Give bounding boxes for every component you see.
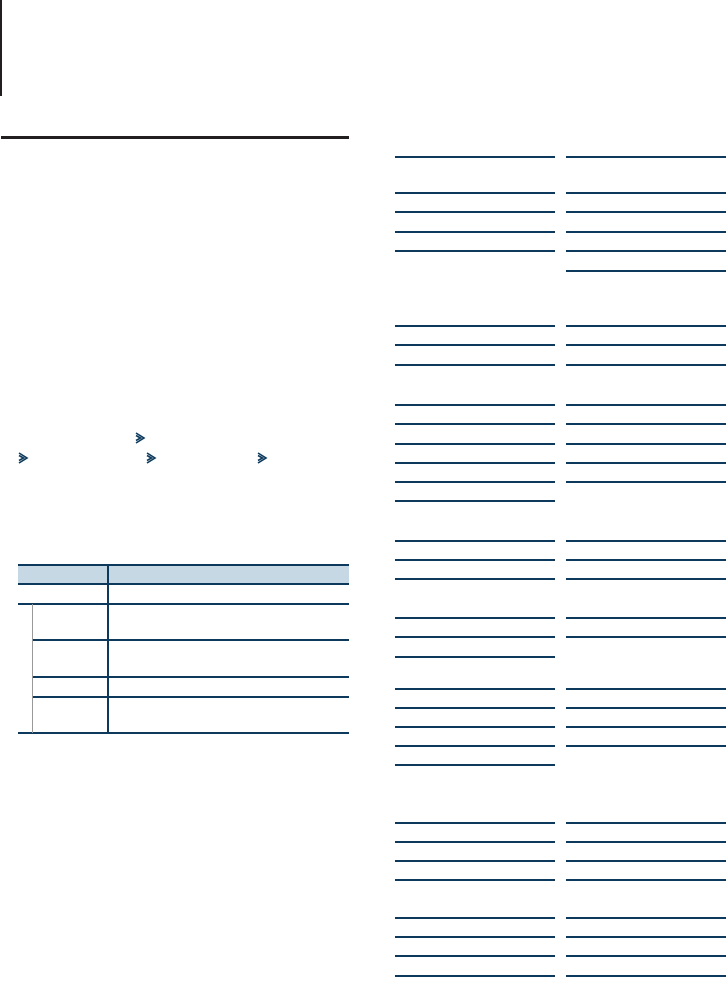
spec-row-rule <box>566 250 726 252</box>
spec-row-rule <box>395 917 555 919</box>
spec-row-rule <box>395 764 555 766</box>
spec-row-rule <box>395 936 555 938</box>
spec-row-rule <box>395 617 555 619</box>
spec-row-rule <box>566 688 726 690</box>
table-row-divider <box>32 696 349 698</box>
spec-row-rule <box>566 192 726 194</box>
spec-row-rule <box>566 917 726 919</box>
spec-row-rule <box>566 211 726 213</box>
spec-row-rule <box>566 726 726 728</box>
margin-bar <box>0 0 2 96</box>
spec-row-rule <box>395 636 555 638</box>
table-row-divider <box>32 639 349 641</box>
spec-row-rule <box>395 500 555 502</box>
spec-row-rule <box>566 578 726 580</box>
table-row-divider <box>18 583 349 585</box>
spec-row-rule <box>566 841 726 843</box>
spec-row-rule <box>395 656 555 658</box>
spec-row-rule <box>395 822 555 824</box>
spec-row-rule <box>395 250 555 252</box>
spec-row-rule <box>566 325 726 327</box>
spec-row-rule <box>395 726 555 728</box>
spec-row-rule <box>395 404 555 406</box>
spec-row-rule <box>395 364 555 366</box>
double-chevron-right-icon <box>257 452 268 464</box>
spec-row-rule <box>566 936 726 938</box>
spec-row-rule <box>566 404 726 406</box>
spec-row-rule <box>395 707 555 709</box>
spec-row-rule <box>395 423 555 425</box>
spec-row-rule <box>566 481 726 483</box>
spec-row-rule <box>566 443 726 445</box>
spec-row-rule <box>395 344 555 346</box>
spec-row-rule <box>566 707 726 709</box>
spec-row-rule <box>566 156 726 158</box>
spec-row-rule <box>395 192 555 194</box>
table-row-divider <box>18 603 349 605</box>
spec-row-rule <box>566 745 726 747</box>
double-chevron-right-icon <box>135 432 146 444</box>
spec-row-rule <box>395 578 555 580</box>
spec-row-rule <box>395 745 555 747</box>
spec-row-rule <box>395 688 555 690</box>
spec-row-rule <box>395 231 555 233</box>
spec-row-rule <box>395 443 555 445</box>
spec-row-rule <box>566 462 726 464</box>
spec-row-rule <box>566 879 726 881</box>
spec-row-rule <box>566 423 726 425</box>
section-rule <box>1 136 349 139</box>
table-column-divider <box>107 564 109 734</box>
spec-row-rule <box>566 231 726 233</box>
spec-row-rule <box>395 841 555 843</box>
double-chevron-right-icon <box>146 452 157 464</box>
spec-row-rule <box>566 975 726 977</box>
spec-row-rule <box>395 325 555 327</box>
spec-row-rule <box>395 860 555 862</box>
spec-row-rule <box>566 559 726 561</box>
spec-row-rule <box>566 636 726 638</box>
spec-row-rule <box>395 540 555 542</box>
spec-row-rule <box>395 156 555 158</box>
spec-row-rule <box>395 462 555 464</box>
spec-row-rule <box>566 822 726 824</box>
table-bottom-rule <box>18 732 349 734</box>
spec-row-rule <box>566 955 726 957</box>
table-header <box>18 564 349 584</box>
spec-row-rule <box>395 879 555 881</box>
spec-row-rule <box>566 860 726 862</box>
spec-row-rule <box>566 270 726 272</box>
spec-row-rule <box>566 540 726 542</box>
spec-row-rule <box>566 617 726 619</box>
spec-row-rule <box>566 364 726 366</box>
spec-row-rule <box>395 975 555 977</box>
table-indent-guide <box>32 604 33 733</box>
double-chevron-right-icon <box>18 452 29 464</box>
spec-row-rule <box>395 955 555 957</box>
spec-row-rule <box>566 344 726 346</box>
spec-row-rule <box>395 481 555 483</box>
table-row-divider <box>32 676 349 678</box>
spec-row-rule <box>395 559 555 561</box>
spec-row-rule <box>395 211 555 213</box>
